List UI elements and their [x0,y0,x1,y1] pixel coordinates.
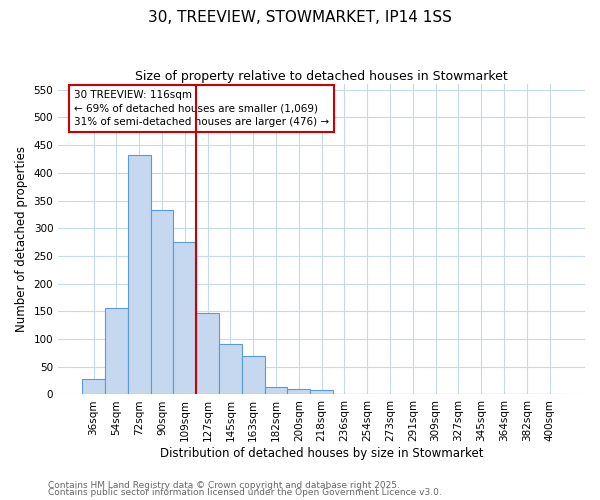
Bar [310,390,333,394]
Bar [265,388,287,394]
Bar [105,308,128,394]
Bar [82,379,105,394]
Bar [128,154,151,394]
Text: Contains public sector information licensed under the Open Government Licence v3: Contains public sector information licen… [48,488,442,497]
Bar [151,210,173,394]
Text: 30 TREEVIEW: 116sqm
← 69% of detached houses are smaller (1,069)
31% of semi-det: 30 TREEVIEW: 116sqm ← 69% of detached ho… [74,90,329,127]
Bar [173,242,196,394]
Bar [242,356,265,395]
Title: Size of property relative to detached houses in Stowmarket: Size of property relative to detached ho… [135,70,508,83]
X-axis label: Distribution of detached houses by size in Stowmarket: Distribution of detached houses by size … [160,447,484,460]
Bar [219,344,242,395]
Text: 30, TREEVIEW, STOWMARKET, IP14 1SS: 30, TREEVIEW, STOWMARKET, IP14 1SS [148,10,452,25]
Y-axis label: Number of detached properties: Number of detached properties [15,146,28,332]
Bar [196,313,219,394]
Bar [287,389,310,394]
Text: Contains HM Land Registry data © Crown copyright and database right 2025.: Contains HM Land Registry data © Crown c… [48,480,400,490]
